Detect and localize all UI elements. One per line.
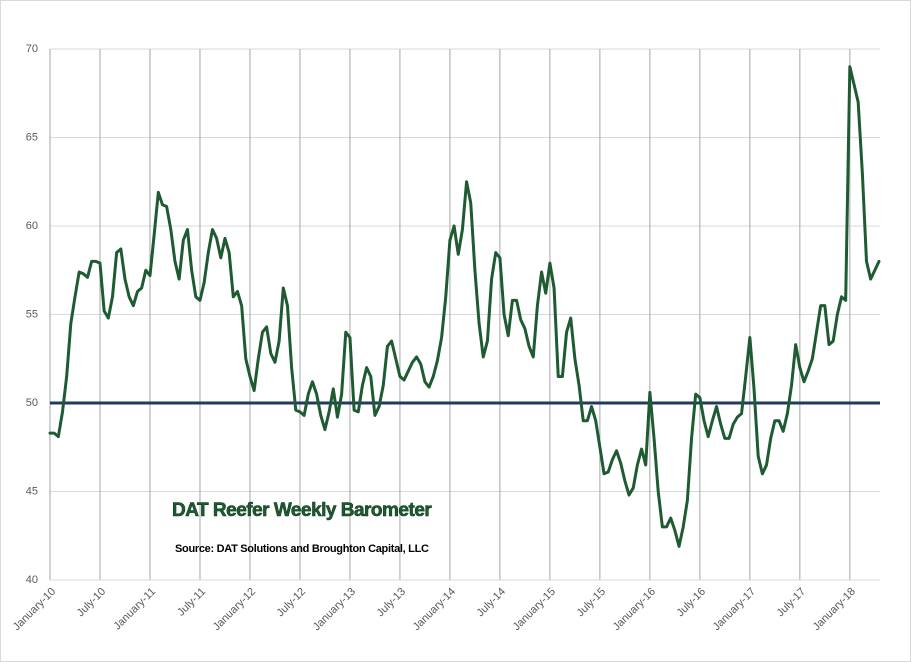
y-tick-label: 40	[26, 574, 38, 586]
y-tick-label: 50	[26, 397, 38, 409]
y-tick-label: 45	[26, 485, 38, 497]
chart-annotation-title: DAT Reefer Weekly Barometer	[172, 500, 432, 521]
y-tick-label: 60	[26, 220, 38, 232]
series-line	[48, 65, 881, 548]
y-tick-label: 70	[26, 43, 38, 55]
y-tick-label: 55	[26, 308, 38, 320]
plot	[48, 65, 881, 548]
grid	[49, 48, 880, 581]
y-tick-label: 65	[26, 131, 38, 143]
chart-annotation-source: Source: DAT Solutions and Broughton Capi…	[175, 543, 429, 555]
